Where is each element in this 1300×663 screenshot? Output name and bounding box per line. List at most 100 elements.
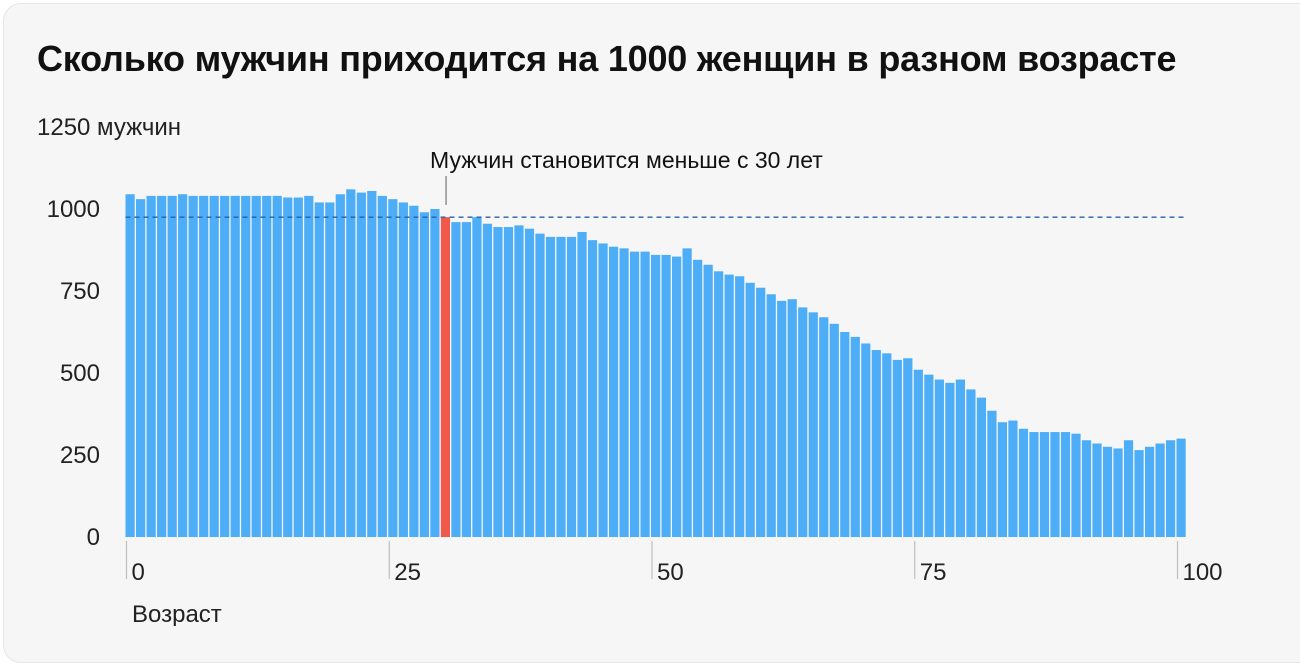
bar bbox=[388, 199, 398, 537]
x-tick-label: 25 bbox=[394, 559, 421, 586]
bar bbox=[587, 240, 598, 537]
bar bbox=[934, 379, 944, 537]
bar bbox=[745, 282, 755, 537]
bar bbox=[629, 251, 640, 537]
bar bbox=[976, 397, 987, 537]
bar bbox=[1113, 448, 1123, 537]
bar bbox=[1018, 428, 1029, 537]
bar bbox=[199, 195, 209, 537]
bar bbox=[997, 422, 1008, 537]
x-axis: 0 25 50 75 100 bbox=[125, 541, 1223, 586]
bar bbox=[777, 300, 787, 537]
bar bbox=[1165, 440, 1176, 537]
bar bbox=[1071, 433, 1081, 537]
bar bbox=[524, 228, 535, 537]
bar bbox=[640, 251, 650, 537]
y-axis: 1250 мужчин 1000 750 500 250 0 bbox=[37, 114, 181, 551]
bar bbox=[493, 227, 503, 538]
bar bbox=[1081, 440, 1092, 537]
bar bbox=[1176, 438, 1186, 537]
bar bbox=[682, 248, 692, 538]
y-tick-label: 1000 bbox=[47, 196, 100, 223]
y-tick-label: 0 bbox=[87, 524, 100, 551]
bar bbox=[987, 410, 997, 537]
bar bbox=[251, 195, 261, 537]
bar bbox=[482, 223, 493, 537]
bar bbox=[598, 243, 608, 537]
bar bbox=[220, 195, 230, 537]
bar bbox=[304, 195, 314, 537]
bar bbox=[766, 294, 776, 537]
bar bbox=[1144, 446, 1155, 537]
bar bbox=[535, 233, 545, 537]
bar bbox=[461, 222, 472, 537]
bar bbox=[619, 248, 629, 538]
bar bbox=[1060, 432, 1071, 537]
bar bbox=[398, 202, 408, 537]
bar bbox=[545, 236, 556, 537]
bar bbox=[693, 259, 703, 537]
bar bbox=[556, 236, 566, 537]
bar bbox=[1092, 443, 1102, 537]
y-tick-label: 1250 мужчин bbox=[37, 114, 181, 141]
bar bbox=[651, 254, 661, 538]
bar bbox=[430, 209, 440, 537]
bar bbox=[808, 312, 818, 537]
bars-layer bbox=[125, 189, 1186, 538]
x-tick-label: 50 bbox=[657, 559, 684, 586]
bar bbox=[903, 358, 913, 537]
bar bbox=[283, 197, 293, 537]
bar bbox=[1039, 432, 1050, 537]
bar bbox=[661, 254, 671, 538]
bar bbox=[924, 374, 934, 537]
bar-chart: Мужчин становится меньше с 30 лет 1250 м… bbox=[37, 114, 1223, 626]
bar bbox=[703, 264, 713, 537]
bar bbox=[577, 231, 587, 537]
bar bbox=[325, 202, 335, 537]
bar bbox=[1008, 420, 1018, 537]
chart-title: Сколько мужчин приходится на 1000 женщин… bbox=[37, 38, 1177, 79]
bar bbox=[419, 212, 429, 537]
bar bbox=[262, 195, 272, 537]
bar bbox=[125, 194, 135, 538]
bar bbox=[1155, 443, 1165, 537]
bar bbox=[1050, 432, 1060, 537]
bar bbox=[146, 195, 156, 537]
bar bbox=[819, 317, 829, 537]
bar bbox=[608, 246, 619, 537]
bar bbox=[955, 379, 965, 537]
bar bbox=[1123, 440, 1134, 537]
bar bbox=[756, 287, 766, 537]
bar-highlight bbox=[440, 217, 451, 537]
bar bbox=[356, 192, 366, 537]
bar bbox=[829, 323, 839, 537]
bar bbox=[861, 343, 871, 537]
bar bbox=[566, 236, 577, 537]
bar bbox=[314, 202, 324, 537]
bar bbox=[241, 195, 251, 537]
bar bbox=[913, 369, 923, 537]
bar bbox=[367, 190, 377, 537]
x-axis-label: Возраст bbox=[132, 601, 222, 626]
bar bbox=[472, 217, 482, 537]
bar bbox=[335, 194, 345, 538]
bar bbox=[1029, 432, 1039, 537]
bar bbox=[787, 299, 797, 537]
bar bbox=[409, 205, 419, 537]
y-tick-label: 500 bbox=[60, 360, 100, 387]
y-tick-label: 250 bbox=[60, 442, 100, 469]
bar bbox=[1134, 450, 1144, 537]
bar bbox=[1102, 446, 1113, 537]
bar bbox=[157, 195, 167, 537]
y-tick-label: 750 bbox=[60, 278, 100, 305]
bar bbox=[966, 389, 976, 537]
bar bbox=[798, 307, 808, 537]
bar bbox=[514, 225, 524, 537]
bar bbox=[840, 332, 850, 537]
bar bbox=[850, 336, 860, 537]
bar bbox=[672, 256, 682, 537]
bar bbox=[188, 195, 198, 537]
bar bbox=[451, 222, 461, 537]
bar bbox=[945, 382, 955, 537]
bar bbox=[293, 197, 303, 537]
